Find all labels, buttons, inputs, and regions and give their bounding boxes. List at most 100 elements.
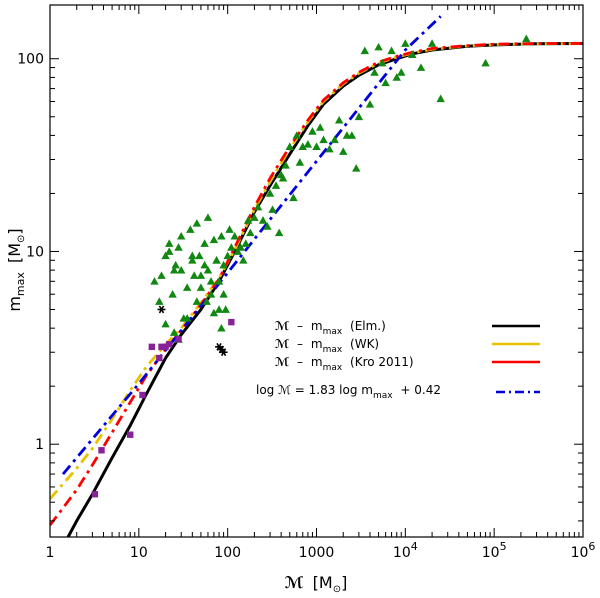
series-layer	[50, 15, 583, 537]
data-point-square	[148, 343, 156, 351]
data-point-triangle	[200, 260, 209, 269]
data-point-triangle	[188, 256, 197, 264]
data-point-triangle	[481, 58, 490, 67]
data-point-triangle	[330, 135, 339, 144]
y-tick-label: 10	[26, 244, 44, 260]
data-point-triangle	[189, 271, 199, 279]
data-point-triangle	[381, 78, 390, 87]
x-tick-label: 1000	[299, 545, 335, 561]
data-point-triangle	[192, 219, 202, 227]
data-point-triangle	[230, 232, 239, 240]
legend-label-fit: log ℳ = 1.83 log mmax + 0.42	[256, 383, 441, 401]
data-point-triangle	[241, 239, 250, 247]
data-point-square	[139, 391, 146, 399]
data-point-triangle	[206, 277, 216, 285]
data-point-triangle	[278, 173, 288, 182]
data-point-triangle	[227, 243, 236, 251]
data-point-triangle	[165, 247, 174, 255]
data-point-triangle	[378, 58, 387, 67]
data-point-triangle	[150, 277, 159, 285]
data-point-square	[156, 354, 163, 362]
data-point-triangle	[212, 256, 221, 264]
data-point-triangle	[522, 34, 531, 43]
data-point-triangle	[250, 213, 259, 221]
y-tick-label: 1	[35, 437, 44, 453]
data-point-triangle	[325, 144, 334, 153]
data-point-triangle	[352, 164, 361, 172]
data-point-triangle	[192, 297, 202, 305]
data-point-triangle	[188, 251, 197, 260]
y-axis-label: mmax [M⊙]	[5, 228, 28, 311]
data-point-triangle	[427, 39, 437, 47]
data-point-triangle	[401, 39, 410, 47]
legend-label-wk: ℳ – mmax (WK)	[275, 337, 379, 355]
series-line-2	[50, 42, 583, 527]
data-point-triangle	[169, 328, 179, 336]
data-point-triangle	[347, 131, 357, 139]
series-line-3	[61, 15, 442, 475]
x-axis-label: ℳ [M⊙]	[285, 573, 348, 595]
data-point-triangle	[268, 205, 277, 213]
data-point-triangle	[312, 142, 321, 150]
points-layer	[91, 34, 531, 498]
data-point-triangle	[315, 123, 325, 131]
data-point-triangle	[408, 50, 417, 59]
data-point-triangle	[182, 283, 192, 291]
data-point-triangle	[387, 46, 396, 55]
data-point-triangle	[217, 323, 226, 332]
x-tick-label: 100	[214, 545, 241, 561]
data-point-square	[98, 447, 105, 454]
x-tick-label: 104	[393, 540, 418, 561]
data-point-triangle	[258, 216, 268, 224]
data-point-triangle	[169, 265, 179, 274]
data-point-triangle	[214, 305, 224, 313]
ticks-layer	[49, 5, 584, 537]
data-point-triangle	[339, 147, 348, 155]
data-point-triangle	[392, 73, 401, 81]
data-point-triangle	[334, 115, 344, 124]
data-point-triangle	[209, 235, 219, 244]
data-point-triangle	[274, 228, 284, 237]
data-point-triangle	[219, 290, 228, 298]
data-point-triangle	[186, 225, 195, 233]
data-point-square	[158, 343, 165, 351]
data-point-square	[162, 343, 169, 351]
data-point-triangle	[365, 100, 375, 108]
data-point-triangle	[161, 251, 170, 260]
data-point-triangle	[157, 271, 166, 279]
data-point-asterisk	[157, 305, 166, 314]
legend-label-elm: ℳ – mmax (Elm.)	[275, 319, 386, 337]
data-point-triangle	[203, 213, 213, 221]
data-point-square	[166, 341, 173, 348]
data-point-triangle	[217, 232, 226, 240]
x-tick-label: 106	[571, 540, 596, 561]
data-point-triangle	[303, 140, 313, 148]
data-point-triangle	[171, 260, 180, 269]
data-point-triangle	[203, 265, 213, 274]
data-point-triangle	[155, 297, 164, 305]
data-point-triangle	[360, 46, 370, 55]
data-point-triangle	[177, 232, 186, 240]
data-point-triangle	[177, 265, 186, 274]
data-point-triangle	[165, 239, 174, 247]
data-point-asterisk	[219, 348, 228, 357]
data-point-triangle	[233, 247, 242, 255]
data-point-triangle	[271, 181, 281, 189]
data-point-triangle	[219, 260, 228, 269]
data-point-triangle	[225, 225, 234, 233]
data-point-triangle	[281, 161, 290, 169]
tick-labels-layer: 1 10 100 1000 104 105 106 1 10 100	[17, 52, 595, 561]
data-point-triangle	[292, 131, 301, 139]
data-point-triangle	[265, 189, 275, 197]
x-tick-label: 105	[482, 540, 507, 561]
data-point-triangle	[202, 297, 211, 305]
data-point-triangle	[179, 314, 188, 322]
data-point-square	[91, 491, 99, 498]
data-point-triangle	[253, 202, 263, 211]
data-point-triangle	[196, 283, 206, 291]
data-point-triangle	[397, 68, 406, 76]
data-point-triangle	[174, 243, 183, 251]
data-point-triangle	[319, 135, 328, 144]
data-point-triangle	[221, 305, 230, 313]
data-point-triangle	[354, 112, 364, 121]
